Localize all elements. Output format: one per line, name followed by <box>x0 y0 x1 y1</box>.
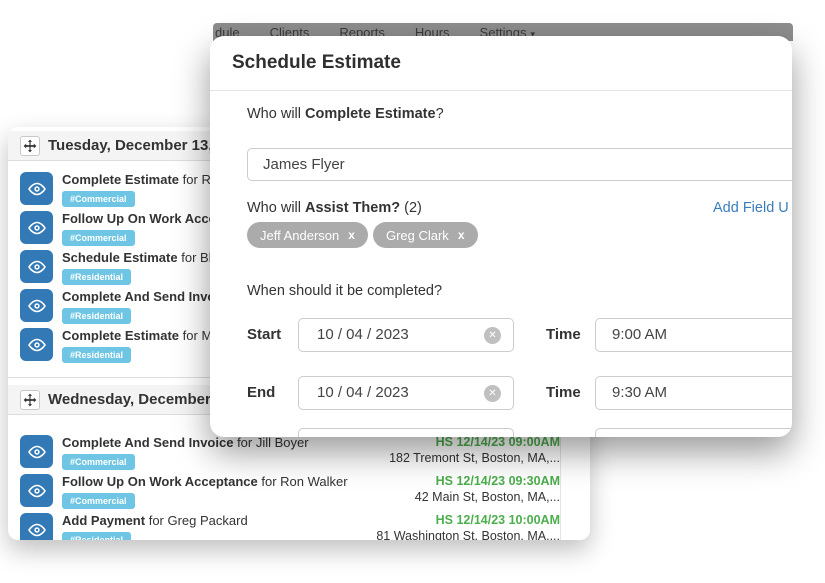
eye-icon <box>27 221 46 234</box>
assignee-value: James Flyer <box>263 156 345 173</box>
eye-icon <box>27 338 46 351</box>
schedule-time-label: HS 12/14/23 09:00AM <box>435 435 560 449</box>
tag-badge: #Commercial <box>62 191 135 207</box>
task-title: Complete Estimate for Mark <box>62 328 231 343</box>
task-schedule-info: HS 12/14/23 10:00AM 81 Washington St, Bo… <box>376 513 560 540</box>
day-header-label: Wednesday, December 1 <box>48 391 224 408</box>
task-title: Complete Estimate for Rach <box>62 172 232 187</box>
move-icon <box>23 393 37 407</box>
end-time-input[interactable]: 9:30 AM <box>595 376 792 410</box>
end-time-value: 9:30 AM <box>612 384 668 401</box>
start-date-value: 10 / 04 / 2023 <box>317 326 409 343</box>
assistant-chip[interactable]: Greg Clark x <box>372 222 478 248</box>
end-label: End <box>247 384 276 401</box>
tag-badge: #Residential <box>62 532 132 540</box>
view-task-button[interactable] <box>20 474 53 507</box>
task-row: Schedule Estimate for Blake #Residential <box>8 250 590 289</box>
nav-item-settings[interactable]: Settings ▾ <box>479 24 536 40</box>
task-title: Schedule Estimate for Blake <box>62 250 233 265</box>
remove-chip-icon[interactable]: x <box>457 228 465 242</box>
start-date-input[interactable]: 10 / 04 / 2023 ✕ <box>298 318 514 352</box>
modal-title: Schedule Estimate <box>232 52 401 73</box>
modal-divider <box>210 90 792 91</box>
view-task-button[interactable] <box>20 250 53 283</box>
column-divider <box>560 422 561 540</box>
eye-icon <box>27 523 46 536</box>
tag-badge: #Commercial <box>62 454 135 470</box>
eye-icon <box>27 484 46 497</box>
task-row: Add Payment for Greg Packard #Residentia… <box>8 513 590 540</box>
who-complete-question: Who will Complete Estimate? <box>247 106 444 122</box>
nav-item-reports[interactable]: Reports <box>339 24 385 40</box>
view-task-button[interactable] <box>20 211 53 244</box>
caret-down-icon: ▾ <box>530 28 536 39</box>
tag-badge: #Residential <box>62 308 132 324</box>
eye-icon <box>27 260 46 273</box>
day-header-label: Tuesday, December 13, 2 <box>48 137 226 154</box>
schedule-estimate-modal: Schedule Estimate Who will Complete Esti… <box>210 36 792 437</box>
assistant-chip[interactable]: Jeff Anderson x <box>247 222 368 248</box>
address-label: 42 Main St, Boston, MA,... <box>414 490 560 504</box>
task-title: Follow Up On Work Acceptance for Ron Wal… <box>62 474 348 489</box>
task-title: Complete And Send Invoic <box>62 289 227 304</box>
address-label: 81 Washington St, Boston, MA,... <box>376 529 560 540</box>
view-task-button[interactable] <box>20 435 53 468</box>
start-label: Start <box>247 326 282 343</box>
assignee-input[interactable]: James Flyer <box>247 148 792 181</box>
assistant-chips: Jeff Anderson x Greg Clark x <box>247 222 478 248</box>
task-row: Follow Up On Work Acceptance for Ron Wal… <box>8 474 590 513</box>
task-row: Complete And Send Invoic #Residential <box>8 289 590 328</box>
task-row: Complete Estimate for Rach #Commercial <box>8 172 590 211</box>
start-time-label: Time <box>546 326 581 343</box>
view-task-button[interactable] <box>20 289 53 322</box>
clipped-time-input[interactable] <box>595 428 792 437</box>
when-question: When should it be completed? <box>247 283 443 299</box>
start-time-value: 9:00 AM <box>612 326 668 343</box>
task-row: Complete And Send Invoice for Jill Boyer… <box>8 435 590 474</box>
end-date-input[interactable]: 10 / 04 / 2023 ✕ <box>298 376 514 410</box>
clipped-date-input[interactable] <box>298 428 514 437</box>
view-task-button[interactable] <box>20 513 53 540</box>
tag-badge: #Residential <box>62 269 132 285</box>
end-date-value: 10 / 04 / 2023 <box>317 384 409 401</box>
tag-badge: #Residential <box>62 347 132 363</box>
nav-item-schedule[interactable]: dule <box>215 24 240 40</box>
task-row: Follow Up On Work Accept #Commercial <box>8 211 590 250</box>
task-title: Add Payment for Greg Packard <box>62 513 248 528</box>
view-task-button[interactable] <box>20 172 53 205</box>
schedule-time-label: HS 12/14/23 10:00AM <box>435 513 560 527</box>
address-label: 182 Tremont St, Boston, MA,... <box>389 451 560 465</box>
eye-icon <box>27 299 46 312</box>
tag-badge: #Commercial <box>62 493 135 509</box>
tag-badge: #Commercial <box>62 230 135 246</box>
schedule-time-label: HS 12/14/23 09:30AM <box>435 474 560 488</box>
who-assist-question: Who will Assist Them? (2) <box>247 200 422 216</box>
task-row: Complete Estimate for Mark #Residential <box>8 328 590 367</box>
clear-date-icon[interactable]: ✕ <box>484 385 501 402</box>
end-time-label: Time <box>546 384 581 401</box>
task-schedule-info: HS 12/14/23 09:00AM 182 Tremont St, Bost… <box>389 435 560 465</box>
task-schedule-info: HS 12/14/23 09:30AM 42 Main St, Boston, … <box>415 474 560 504</box>
task-title: Complete And Send Invoice for Jill Boyer <box>62 435 309 450</box>
move-icon <box>23 139 37 153</box>
drag-handle[interactable] <box>20 136 40 156</box>
clear-date-icon[interactable]: ✕ <box>484 327 501 344</box>
nav-item-hours[interactable]: Hours <box>414 24 450 40</box>
remove-chip-icon[interactable]: x <box>348 228 355 242</box>
task-title: Follow Up On Work Accept <box>62 211 229 226</box>
eye-icon <box>27 182 46 195</box>
add-field-user-link[interactable]: Add Field U <box>713 200 789 216</box>
eye-icon <box>27 445 46 458</box>
drag-handle[interactable] <box>20 390 40 410</box>
nav-item-clients[interactable]: Clients <box>269 24 310 40</box>
view-task-button[interactable] <box>20 328 53 361</box>
start-time-input[interactable]: 9:00 AM <box>595 318 792 352</box>
